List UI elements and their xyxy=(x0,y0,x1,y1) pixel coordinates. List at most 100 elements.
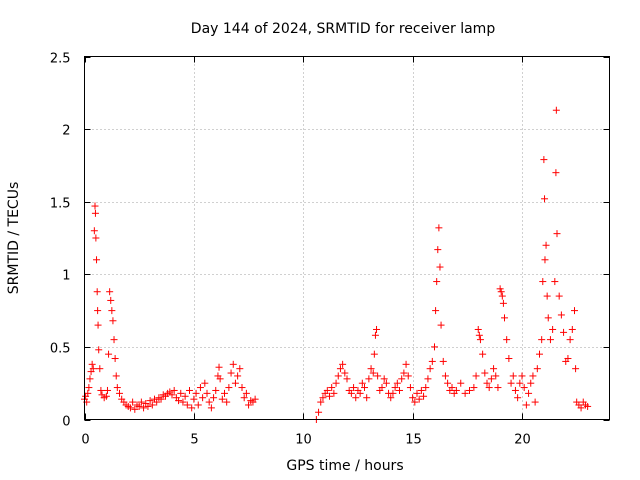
data-point xyxy=(358,379,366,387)
data-point xyxy=(552,106,560,114)
data-point xyxy=(135,402,143,410)
data-point xyxy=(319,394,327,402)
data-point xyxy=(144,402,152,410)
data-point xyxy=(546,336,554,344)
data-point xyxy=(126,404,134,412)
data-point xyxy=(227,369,235,377)
data-point xyxy=(494,384,502,392)
data-point xyxy=(497,288,505,296)
data-point xyxy=(507,379,515,387)
data-point xyxy=(466,386,473,394)
data-point xyxy=(183,401,191,409)
data-point xyxy=(102,392,110,400)
grid xyxy=(84,56,610,420)
data-point xyxy=(229,360,237,368)
data-point xyxy=(108,307,116,315)
data-point xyxy=(153,398,161,406)
data-point xyxy=(199,394,207,402)
data-point xyxy=(192,389,200,397)
y-tick-label: 2 xyxy=(62,124,70,139)
data-point xyxy=(499,299,507,307)
data-point xyxy=(461,389,469,397)
data-point xyxy=(417,386,425,394)
data-point xyxy=(400,369,408,377)
data-point xyxy=(129,398,137,406)
data-point xyxy=(393,379,401,387)
data-point xyxy=(487,375,495,383)
data-point xyxy=(529,372,537,380)
data-point xyxy=(552,169,560,177)
data-point xyxy=(339,360,347,368)
data-point xyxy=(131,405,139,413)
chart-title: Day 144 of 2024, SRMTID for receiver lam… xyxy=(191,21,496,37)
data-point xyxy=(413,389,421,397)
data-point xyxy=(210,394,218,402)
data-point xyxy=(186,386,193,394)
data-point xyxy=(441,372,449,380)
data-point xyxy=(330,389,338,397)
data-point xyxy=(203,389,211,397)
data-point xyxy=(242,389,250,397)
data-point xyxy=(498,292,506,300)
y-tick-label: 1.5 xyxy=(50,197,71,212)
x-tick-label: 15 xyxy=(405,433,422,448)
data-point xyxy=(422,384,430,392)
data-point xyxy=(106,288,114,296)
data-point xyxy=(328,384,336,392)
data-point xyxy=(89,365,97,373)
data-point xyxy=(415,395,423,403)
data-point xyxy=(432,307,440,315)
data-point xyxy=(420,392,428,400)
data-point xyxy=(474,325,482,333)
data-point xyxy=(398,375,406,383)
data-point xyxy=(168,391,176,399)
data-point xyxy=(352,394,360,402)
data-point xyxy=(91,202,99,210)
data-point xyxy=(146,397,154,405)
data-point xyxy=(234,372,242,380)
data-point xyxy=(347,389,355,397)
data-point xyxy=(452,386,460,394)
data-point xyxy=(426,365,434,373)
data-point xyxy=(553,230,561,238)
data-point xyxy=(236,365,244,373)
data-point xyxy=(378,384,386,392)
data-point xyxy=(94,307,102,315)
data-point xyxy=(317,398,325,406)
data-point xyxy=(194,401,202,409)
data-point xyxy=(470,384,478,392)
data-point xyxy=(205,398,213,406)
x-tick-label: 5 xyxy=(190,433,198,448)
data-point xyxy=(496,285,504,293)
data-point xyxy=(572,365,580,373)
data-point xyxy=(542,241,550,249)
data-point xyxy=(481,369,489,377)
data-point xyxy=(216,375,224,383)
y-axis-label: SRMTID / TECUs xyxy=(6,182,22,295)
data-point xyxy=(215,363,223,371)
data-point xyxy=(365,375,373,383)
data-point xyxy=(93,288,101,296)
data-point xyxy=(334,372,342,380)
data-point xyxy=(564,355,572,363)
y-tick-label: 1 xyxy=(62,269,70,284)
data-point xyxy=(404,372,412,380)
data-point xyxy=(382,379,390,387)
data-point xyxy=(483,379,491,387)
data-point xyxy=(531,398,539,406)
data-point xyxy=(485,384,493,392)
data-point xyxy=(516,379,524,387)
data-point xyxy=(86,375,94,383)
data-point xyxy=(148,401,156,409)
data-point xyxy=(175,397,183,405)
data-point xyxy=(225,384,233,392)
data-point xyxy=(479,350,487,358)
data-point xyxy=(238,384,246,392)
data-point xyxy=(97,386,105,394)
data-point xyxy=(240,394,248,402)
data-point xyxy=(514,394,522,402)
data-point xyxy=(374,372,382,380)
data-point xyxy=(566,336,574,344)
data-point xyxy=(544,314,552,322)
